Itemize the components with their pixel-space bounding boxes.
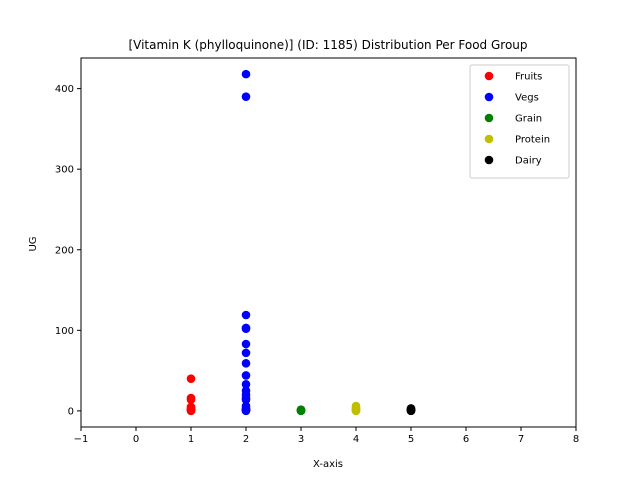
legend-label: Fruits [515,72,542,83]
x-tick-label: 4 [353,434,359,445]
data-points [186,69,416,416]
x-tick-label: 1 [188,434,194,445]
x-tick-label: −1 [74,434,89,445]
series-protein [351,401,361,416]
data-point [241,324,251,334]
x-tick-label: 0 [133,434,139,445]
series-grain [296,405,306,416]
y-axis-ticks: 0 100 200 300 400 [55,84,81,417]
legend-marker [484,134,494,144]
data-point [241,310,251,320]
data-point [186,406,196,416]
legend-box [469,64,570,179]
data-point [241,395,251,404]
chart-title: [Vitamin K (phylloquinone)] (ID: 1185) D… [128,38,527,52]
legend-label: Dairy [515,156,542,167]
y-tick-label: 400 [55,84,74,95]
x-tick-label: 7 [518,434,524,445]
data-point [241,69,251,79]
x-axis-ticks: −1 0 1 2 3 4 5 6 7 8 [74,427,579,445]
data-point [186,395,196,404]
data-point [241,371,251,380]
data-point [241,348,251,358]
series-vegs [241,69,251,416]
y-tick-label: 0 [68,406,74,417]
data-point [241,359,251,368]
x-tick-label: 8 [573,434,579,445]
data-point [351,406,361,416]
legend: Fruits Vegs Grain Protein Dairy [469,64,570,179]
legend-label: Vegs [515,93,539,104]
x-axis-label: X-axis [313,459,343,470]
y-tick-label: 200 [55,245,74,256]
data-point [241,406,251,416]
legend-label: Protein [515,135,550,146]
plot-frame [80,57,577,428]
data-point [241,379,251,389]
data-point [241,339,251,349]
y-axis-label: UG [28,236,39,251]
data-point [296,406,306,416]
y-tick-label: 100 [55,326,74,337]
x-tick-label: 2 [243,434,249,445]
series-dairy [406,404,416,416]
x-tick-label: 6 [463,434,469,445]
legend-marker [484,71,494,81]
x-tick-label: 5 [408,434,414,445]
data-point [241,92,251,101]
data-point [186,374,196,383]
legend-label: Grain [515,114,542,125]
y-tick-label: 300 [55,165,74,176]
plot-area [80,57,577,428]
legend-marker [484,155,494,165]
legend-marker [484,92,494,102]
data-point [406,406,416,416]
x-tick-label: 3 [298,434,304,445]
series-fruits [186,374,196,416]
legend-marker [484,113,494,123]
